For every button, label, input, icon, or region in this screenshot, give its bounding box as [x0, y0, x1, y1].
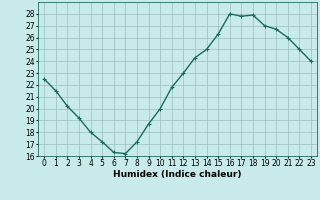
X-axis label: Humidex (Indice chaleur): Humidex (Indice chaleur)	[113, 170, 242, 179]
